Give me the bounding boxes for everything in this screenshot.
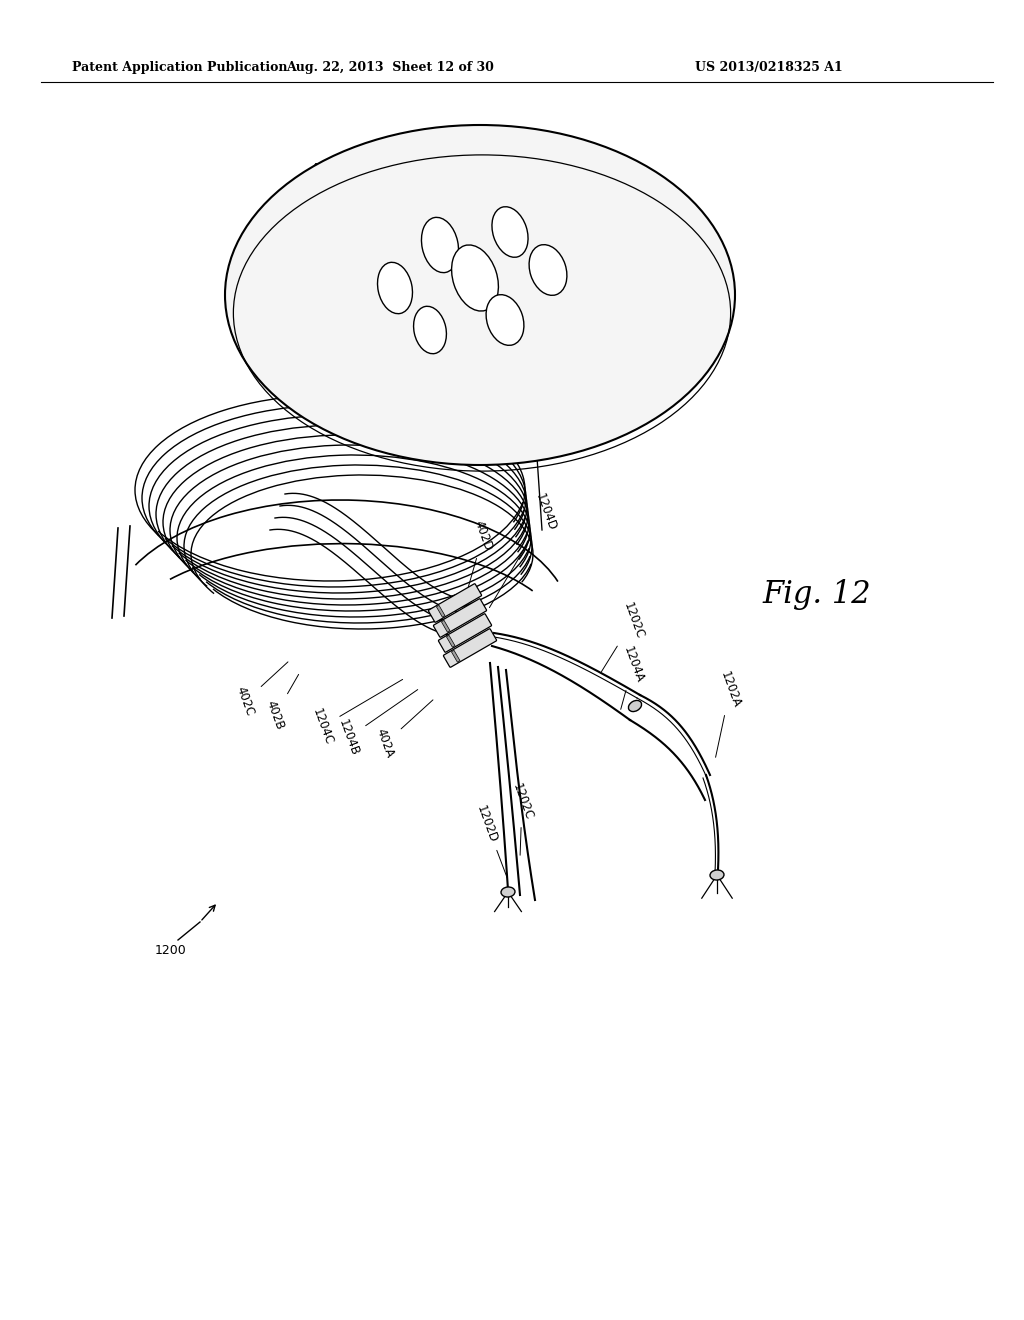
FancyBboxPatch shape [433, 599, 486, 638]
Text: Patent Application Publication: Patent Application Publication [72, 62, 288, 74]
Text: 402B: 402B [263, 675, 299, 733]
Ellipse shape [422, 218, 459, 273]
FancyBboxPatch shape [443, 628, 497, 667]
Ellipse shape [486, 294, 524, 346]
Text: 1202C: 1202C [509, 781, 535, 855]
Bar [452, 651, 460, 663]
FancyBboxPatch shape [428, 583, 481, 622]
Text: 406: 406 [310, 162, 342, 215]
Text: 1204C: 1204C [309, 680, 402, 747]
Ellipse shape [710, 870, 724, 880]
Ellipse shape [629, 701, 642, 711]
Text: US 2013/0218325 A1: US 2013/0218325 A1 [695, 62, 843, 74]
Text: 1202D: 1202D [474, 804, 507, 878]
Text: 1204B: 1204B [336, 689, 418, 758]
Bar [446, 635, 455, 647]
Ellipse shape [452, 246, 499, 312]
FancyBboxPatch shape [438, 614, 492, 652]
Bar [436, 606, 445, 618]
Ellipse shape [378, 263, 413, 314]
Text: 1200: 1200 [155, 944, 186, 957]
Text: 1204A: 1204A [621, 645, 645, 709]
Ellipse shape [501, 887, 515, 898]
Ellipse shape [225, 125, 735, 465]
Text: 1202A: 1202A [716, 671, 742, 758]
Ellipse shape [492, 207, 528, 257]
Text: 1202C: 1202C [601, 601, 645, 672]
Text: 402C: 402C [233, 661, 288, 718]
Ellipse shape [529, 244, 567, 296]
Text: Aug. 22, 2013  Sheet 12 of 30: Aug. 22, 2013 Sheet 12 of 30 [286, 62, 494, 74]
Bar [441, 620, 450, 632]
Text: Fig. 12: Fig. 12 [762, 579, 870, 610]
Text: 402A: 402A [374, 700, 433, 760]
Ellipse shape [414, 306, 446, 354]
Text: 402D: 402D [467, 519, 495, 593]
Text: 1204D: 1204D [489, 492, 559, 607]
